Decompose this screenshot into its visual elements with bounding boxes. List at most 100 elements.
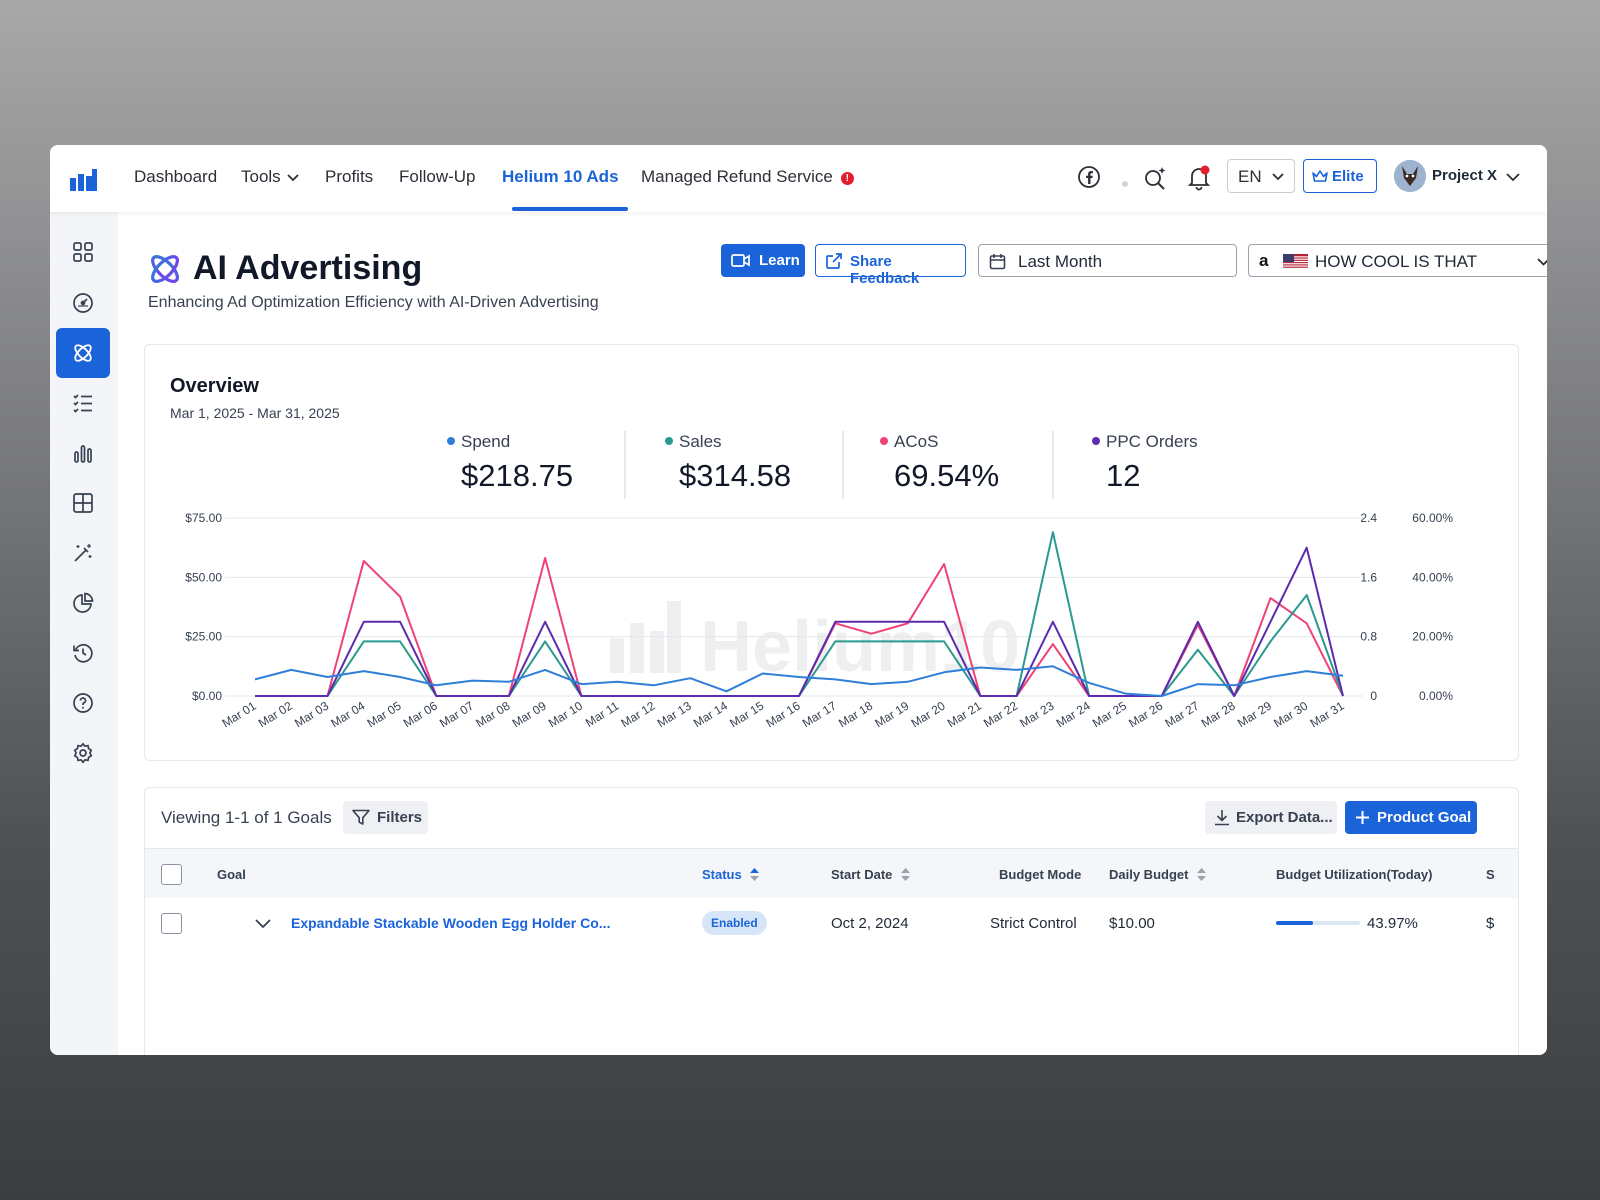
settings-icon <box>73 742 93 764</box>
x-axis-tick: Mar 23 <box>1017 699 1056 731</box>
amazon-icon: a <box>1259 251 1269 270</box>
budget-mode-cell: Strict Control <box>990 915 1077 932</box>
add-product-goal-button[interactable]: Product Goal <box>1345 801 1477 834</box>
sidebar-item-help[interactable] <box>56 678 110 728</box>
speedometer-icon <box>73 293 93 313</box>
us-flag-icon <box>1283 254 1308 269</box>
page-title: AI Advertising <box>193 249 423 287</box>
ai-advertising-logo-icon <box>146 250 184 293</box>
kpi-divider <box>842 431 844 499</box>
elite-label: Elite <box>1332 168 1364 185</box>
chevron-down-icon[interactable] <box>1506 173 1520 182</box>
nav-tools[interactable]: Tools <box>241 167 299 187</box>
language-value: EN <box>1238 167 1262 186</box>
viewing-count: Viewing 1-1 of 1 Goals <box>161 808 332 827</box>
x-axis-tick: Mar 12 <box>618 699 657 731</box>
x-axis-tick: Mar 25 <box>1090 699 1129 731</box>
orders-axis-tick: 0 <box>1370 689 1377 703</box>
date-range-value: Last Month <box>1018 252 1103 271</box>
col-daily-budget-label: Daily Budget <box>1109 867 1189 882</box>
expand-chevron-icon[interactable] <box>255 919 271 929</box>
x-axis-tick: Mar 11 <box>583 699 622 730</box>
left-axis-tick: $0.00 <box>192 689 222 703</box>
budget-utilization-text: 43.97% <box>1367 915 1418 932</box>
sidebar-item-reports[interactable] <box>56 578 110 628</box>
nav-profits[interactable]: Profits <box>325 167 374 186</box>
nav-helium10-ads[interactable]: Helium 10 Ads <box>502 167 619 186</box>
sidebar-item-tasks[interactable] <box>56 378 110 428</box>
avatar[interactable] <box>1394 160 1426 192</box>
table-grid-icon <box>73 493 93 513</box>
facebook-icon[interactable] <box>1077 165 1101 194</box>
select-all-checkbox[interactable] <box>161 864 182 885</box>
col-goal[interactable]: Goal <box>217 867 246 882</box>
chevron-down-icon <box>1272 173 1284 181</box>
sort-icon <box>901 868 911 881</box>
sort-active-icon <box>750 868 760 881</box>
goals-card: Viewing 1-1 of 1 Goals Filters Export Da… <box>144 787 1519 1055</box>
col-next-truncated[interactable]: S <box>1486 867 1495 882</box>
col-status[interactable]: Status <box>702 867 760 882</box>
date-range-select[interactable]: Last Month <box>978 244 1237 277</box>
chevron-down-icon <box>1537 258 1547 266</box>
x-axis-tick: Mar 10 <box>546 699 585 731</box>
sidebar-item-ai-advertising[interactable] <box>56 328 110 378</box>
learn-button[interactable]: Learn <box>721 244 805 277</box>
history-icon <box>73 643 93 663</box>
store-select[interactable]: a HOW COOL IS THAT <box>1248 244 1547 277</box>
language-select[interactable]: EN <box>1227 159 1295 193</box>
acos-legend-dot <box>880 437 888 445</box>
overview-line-chart[interactable]: Helium10 $0.00 0 0.00% $25.00 0.8 20.00% $50.00… <box>145 503 1520 753</box>
col-budget-utilization[interactable]: Budget Utilization(Today) <box>1276 867 1433 882</box>
nav-follow-up[interactable]: Follow-Up <box>399 167 476 186</box>
helium10-logo[interactable] <box>70 167 98 196</box>
x-axis-tick: Mar 06 <box>401 699 440 731</box>
x-axis-tick: Mar 20 <box>909 699 948 731</box>
sidebar-item-table[interactable] <box>56 478 110 528</box>
kpi-acos-value: 69.54% <box>894 458 1000 493</box>
x-axis-tick: Mar 18 <box>836 699 875 731</box>
kpi-sales-label: Sales <box>679 432 722 451</box>
nav-managed-refund[interactable]: Managed Refund Service! <box>641 167 854 187</box>
x-axis-tick: Mar 28 <box>1199 699 1238 731</box>
kpi-ppc-orders-value: 12 <box>1106 458 1141 493</box>
left-axis-tick: $25.00 <box>185 630 222 644</box>
export-data-button[interactable]: Export Data... <box>1205 801 1337 834</box>
spend-legend-dot <box>447 437 455 445</box>
start-date-cell: Oct 2, 2024 <box>831 915 909 932</box>
x-axis-tick: Mar 31 <box>1307 699 1346 731</box>
ai-atom-icon <box>74 344 92 362</box>
export-data-label: Export Data... <box>1236 809 1333 826</box>
sidebar-item-magic[interactable] <box>56 528 110 578</box>
budget-utilization-fill <box>1276 921 1313 925</box>
kpi-acos-label: ACoS <box>894 432 939 451</box>
kpi-sales: Sales $314.58 <box>665 432 791 494</box>
elite-plan-button[interactable]: Elite <box>1303 159 1377 193</box>
filters-button[interactable]: Filters <box>343 801 428 834</box>
orders-axis-tick: 2.4 <box>1360 511 1377 525</box>
x-axis-tick: Mar 02 <box>256 699 295 731</box>
col-budget-mode[interactable]: Budget Mode <box>999 867 1082 882</box>
user-name[interactable]: Project X <box>1432 167 1498 184</box>
crown-icon <box>1312 170 1328 182</box>
overview-card: Overview Mar 1, 2025 - Mar 31, 2025 Spen… <box>144 344 1519 761</box>
bell-icon[interactable] <box>1187 165 1211 196</box>
sidebar-item-settings[interactable] <box>56 728 110 778</box>
share-feedback-button[interactable]: Share Feedback <box>815 244 966 287</box>
sales-legend-dot <box>665 437 673 445</box>
row-checkbox[interactable] <box>161 913 182 934</box>
goal-name-link[interactable]: Expandable Stackable Wooden Egg Holder C… <box>291 915 611 931</box>
ai-search-icon[interactable] <box>1143 165 1169 196</box>
sidebar-item-history[interactable] <box>56 628 110 678</box>
col-daily-budget[interactable]: Daily Budget <box>1109 867 1207 882</box>
sidebar-item-analytics[interactable] <box>56 428 110 478</box>
kpi-spend-label: Spend <box>461 432 511 451</box>
sidebar-item-performance[interactable] <box>56 278 110 328</box>
separator-dot <box>1122 174 1128 192</box>
col-start-date[interactable]: Start Date <box>831 867 911 882</box>
sidebar-item-dashboard[interactable] <box>56 227 110 277</box>
nav-dashboard[interactable]: Dashboard <box>134 167 218 186</box>
external-link-icon <box>826 253 842 269</box>
orders-axis-tick: 1.6 <box>1360 570 1377 584</box>
x-axis-tick: Mar 14 <box>691 699 730 731</box>
